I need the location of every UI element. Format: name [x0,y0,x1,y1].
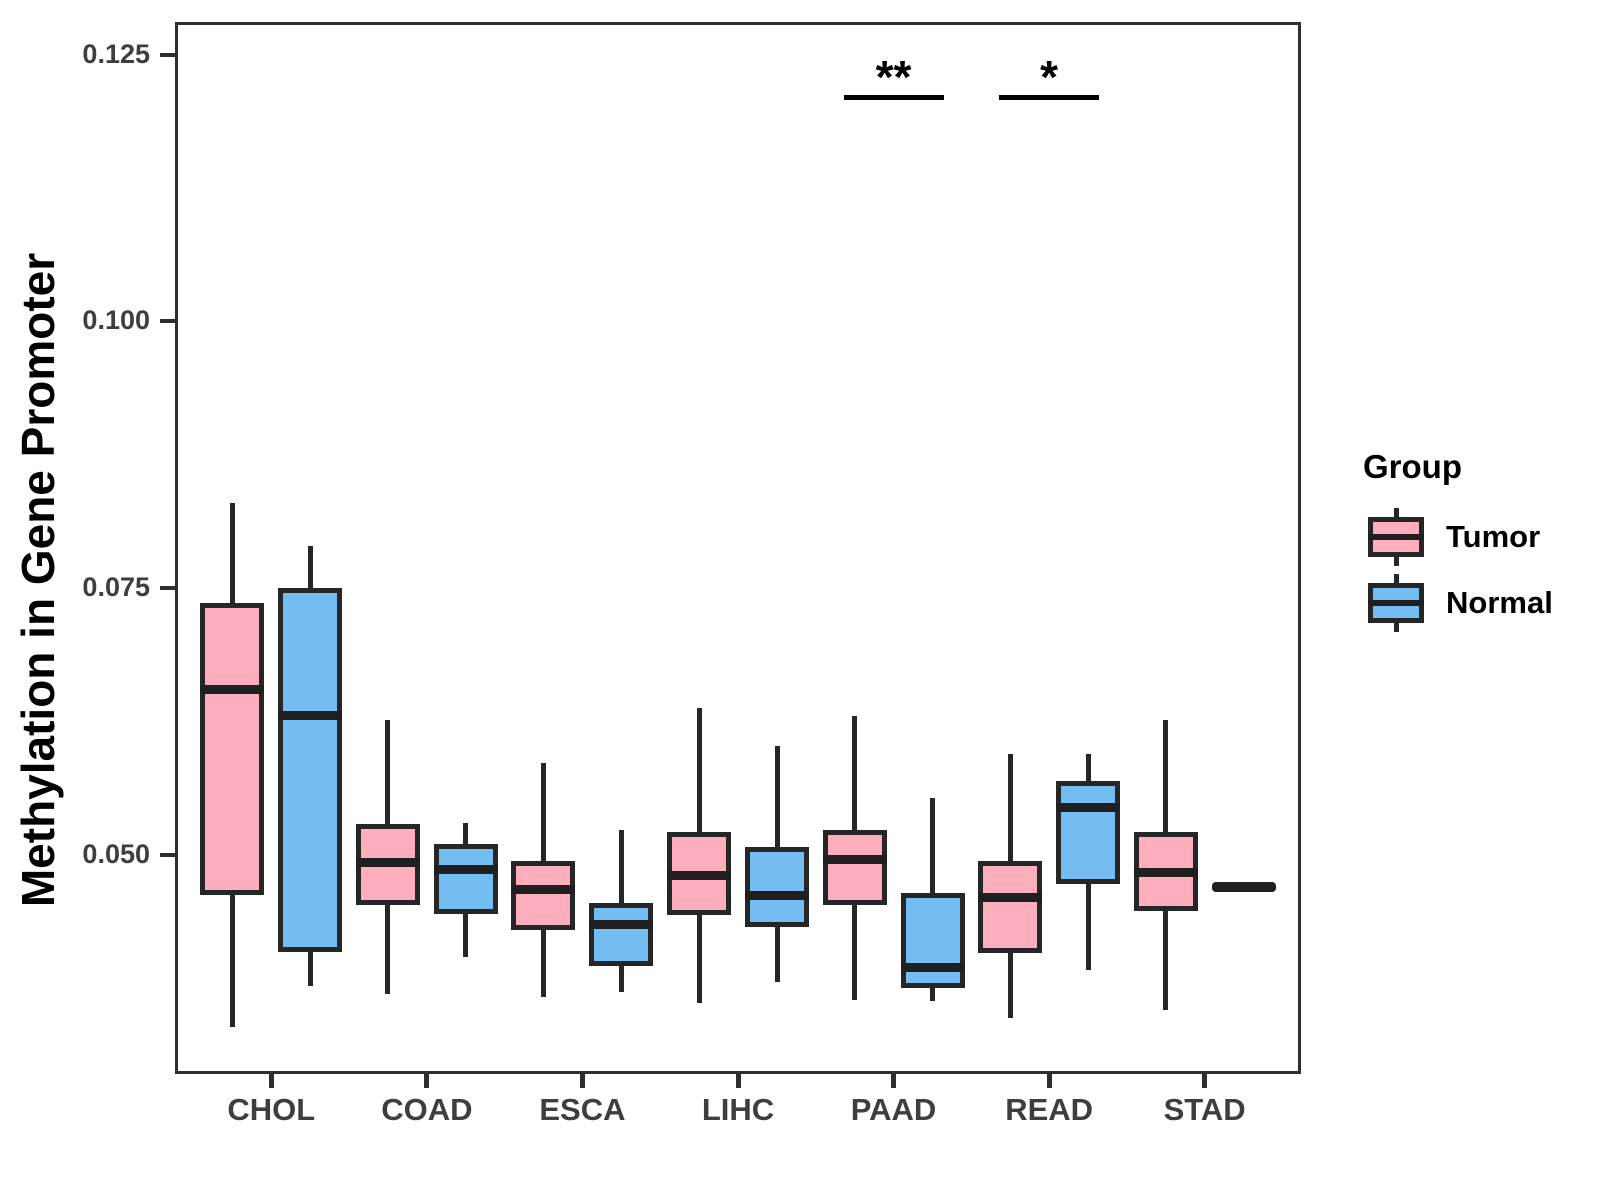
y-tick-mark [160,852,175,857]
box-ESCA-Normal [589,902,654,967]
median-ESCA-Normal [589,920,654,930]
box-COAD-Normal [433,843,498,915]
box-PAAD-Normal [900,892,965,988]
x-tick-mark [1046,1074,1052,1088]
x-tick-mark [424,1074,430,1088]
median-READ-Normal [1056,803,1121,813]
x-tick-mark [735,1074,741,1088]
y-tick-label: 0.125 [82,38,150,69]
x-tick-label: LIHC [701,1092,775,1127]
box-CHOL-Normal [278,587,343,952]
y-tick-mark [160,52,175,57]
x-tick-mark [1202,1074,1208,1088]
plot-panel: 0.125 0.100 0.075 0.050 CHOL COAD ESCA LIHC PAAD… [82,22,1301,1127]
x-tick-label: STAD [1163,1092,1246,1127]
median-LIHC-Tumor [667,871,731,881]
legend-title: Group [1363,448,1462,485]
median-CHOL-Normal [278,711,343,721]
legend-label-normal: Normal [1446,585,1553,620]
legend-row-normal: Normal [1330,570,1595,636]
box-CHOL-Tumor [200,602,265,896]
significance-label-PAAD: ** [875,51,912,104]
legend-key-tumor-icon [1368,504,1424,570]
median-STAD-Tumor [1133,868,1198,878]
legend-key-median [1368,534,1424,540]
y-tick-label: 0.050 [82,838,150,869]
x-tick-label: CHOL [227,1092,316,1127]
box-PAAD-Tumor [822,830,887,905]
legend-row-tumor: Tumor [1330,504,1595,570]
box-ESCA-Tumor [511,860,576,931]
y-tick-label: 0.075 [82,571,150,602]
legend-key-normal-icon [1368,570,1424,636]
median-ESCA-Tumor [511,885,576,895]
x-tick-label: COAD [381,1092,473,1127]
box-READ-Tumor [978,860,1043,953]
x-tick-mark [891,1074,897,1088]
legend: Group Tumor Normal [1330,448,1595,636]
median-COAD-Normal [433,864,498,874]
significance-line-PAAD [843,95,944,101]
box-READ-Normal [1056,780,1121,885]
y-tick-mark [160,585,175,590]
x-tick-mark [579,1074,585,1088]
flat-median-STAD-Normal [1211,881,1276,892]
x-tick-mark [268,1074,274,1088]
y-tick-mark [160,319,175,324]
median-READ-Tumor [978,892,1043,902]
significance-label-READ: * [1040,51,1059,104]
legend-label-tumor: Tumor [1446,519,1541,554]
median-LIHC-Normal [745,890,809,900]
x-tick-label: READ [1005,1092,1094,1127]
x-tick-label: ESCA [539,1092,626,1127]
median-PAAD-Tumor [822,855,887,865]
box-LIHC-Normal [745,847,809,928]
median-PAAD-Normal [900,963,965,973]
legend-key-median [1368,600,1424,606]
median-CHOL-Tumor [200,684,265,694]
significance-line-READ [999,95,1100,101]
y-tick-label: 0.100 [82,305,150,336]
x-tick-label: PAAD [850,1092,937,1127]
median-COAD-Tumor [355,857,420,867]
